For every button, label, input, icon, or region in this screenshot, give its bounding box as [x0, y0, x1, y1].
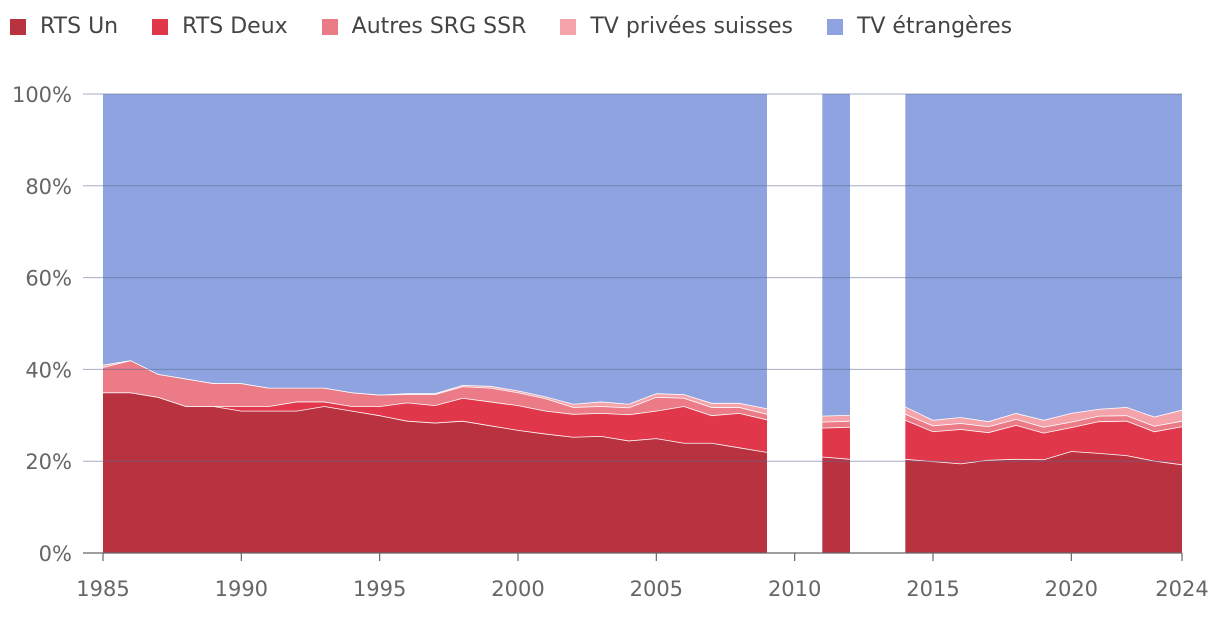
- legend-item: RTS Deux: [152, 14, 288, 39]
- x-tick-label: 1990: [215, 577, 268, 601]
- legend-label: TV privées suisses: [590, 14, 793, 39]
- area-rts-deux: [822, 426, 850, 459]
- legend-item: TV privées suisses: [560, 14, 793, 39]
- legend-swatch: [826, 18, 843, 35]
- legend-swatch: [10, 18, 26, 35]
- legend-item: TV étrangères: [826, 14, 1013, 39]
- legend-item: Autres SRG SSR: [321, 14, 527, 39]
- x-tick-label: 2020: [1045, 577, 1098, 601]
- y-tick-label: 80%: [25, 175, 72, 199]
- area-rts-un: [905, 451, 1182, 553]
- area-tv-priv-es-suisses: [822, 414, 850, 422]
- legend-label: RTS Deux: [182, 14, 288, 39]
- x-tick-label: 2024: [1155, 577, 1208, 601]
- area-tv-trang-res: [103, 94, 767, 409]
- area-autres-srg-ssr: [103, 360, 767, 420]
- legend-label: TV étrangères: [856, 14, 1013, 39]
- x-tick-label: 1985: [76, 577, 129, 601]
- area-rts-un: [103, 392, 767, 553]
- x-tick-label: 1995: [353, 577, 406, 601]
- chart-legend: RTS Un RTS Deux Autres SRG SSR TV privées s…: [10, 14, 1046, 39]
- y-tick-label: 100%: [12, 83, 72, 107]
- y-tick-label: 40%: [25, 358, 72, 382]
- y-tick-label: 20%: [25, 450, 72, 474]
- legend-item: RTS Un: [10, 14, 118, 39]
- legend-swatch: [560, 18, 577, 35]
- x-tick-label: 2000: [491, 577, 544, 601]
- area-tv-priv-es-suisses: [905, 406, 1182, 427]
- area-rts-un: [822, 456, 850, 553]
- y-tick-label: 60%: [25, 267, 72, 291]
- legend-swatch: [321, 18, 338, 35]
- legend-label: Autres SRG SSR: [351, 14, 527, 39]
- area-rts-deux: [103, 392, 767, 453]
- legend-swatch: [152, 18, 169, 35]
- area-tv-trang-res: [905, 94, 1182, 422]
- area-autres-srg-ssr: [905, 413, 1182, 433]
- x-tick-label: 2010: [768, 577, 821, 601]
- area-autres-srg-ssr: [822, 420, 850, 428]
- area-tv-trang-res: [822, 94, 850, 416]
- y-tick-label: 0%: [39, 542, 72, 566]
- legend-label: RTS Un: [40, 14, 119, 39]
- x-tick-label: 2015: [906, 577, 959, 601]
- x-tick-label: 2005: [630, 577, 683, 601]
